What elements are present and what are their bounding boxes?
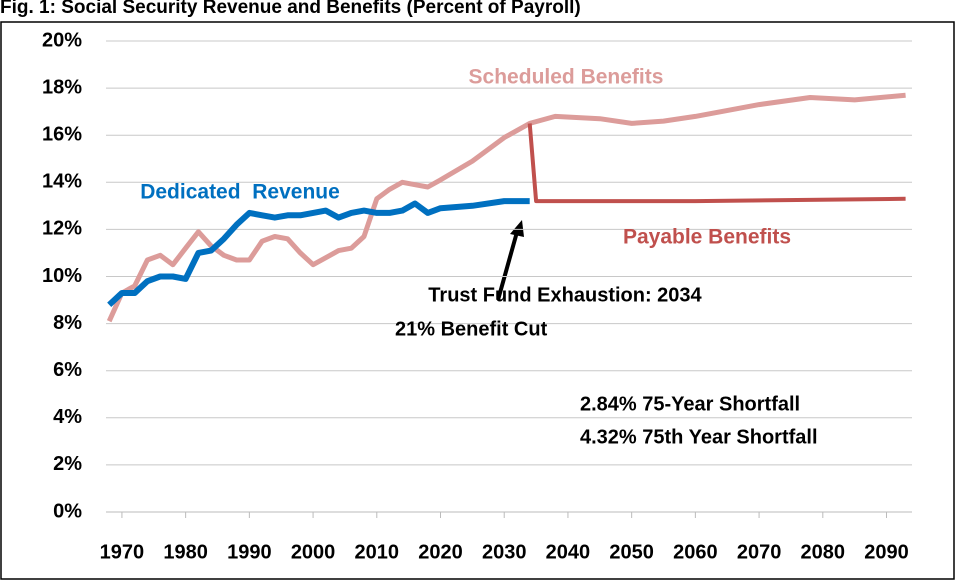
x-tick-label: 1990: [227, 541, 272, 563]
y-tick-label: 2%: [53, 453, 82, 475]
y-tick-label: 0%: [53, 500, 82, 522]
x-tick-label: 1970: [100, 541, 145, 563]
y-tick-label: 16%: [42, 123, 82, 145]
x-tick-label: 2020: [418, 541, 463, 563]
annotation: 21% Benefit Cut: [395, 318, 548, 340]
y-tick-label: 6%: [53, 359, 82, 381]
series-line: [527, 123, 906, 204]
annotation: 4.32% 75th Year Shortfall: [580, 426, 818, 448]
x-tick-label: 1980: [163, 541, 208, 563]
series-label: Payable Benefits: [623, 226, 791, 249]
y-tick-label: 8%: [53, 312, 82, 334]
chart-title: Fig. 1: Social Security Revenue and Bene…: [0, 0, 581, 18]
x-tick-label: 2090: [864, 541, 909, 563]
x-tick-label: 2040: [546, 541, 591, 563]
y-tick-label: 20%: [42, 29, 82, 51]
y-tick-label: 12%: [42, 218, 82, 240]
x-tick-label: 2050: [609, 541, 654, 563]
series-label: Dedicated Revenue: [140, 181, 340, 204]
annotation-arrow: [496, 231, 519, 301]
x-tick-label: 2070: [737, 541, 782, 563]
x-tick-label: 2000: [291, 541, 336, 563]
annotation: Trust Fund Exhaustion: 2034: [428, 284, 702, 306]
series-label: Scheduled Benefits: [469, 66, 664, 89]
y-tick-label: 10%: [42, 265, 82, 287]
series-line: [106, 92, 906, 323]
y-tick-label: 14%: [42, 171, 82, 193]
x-tick-label: 2010: [355, 541, 400, 563]
x-tick-label: 2060: [673, 541, 718, 563]
y-tick-label: 18%: [42, 76, 82, 98]
chart-border: [0, 21, 955, 580]
series-line: [107, 198, 530, 307]
x-tick-label: 2030: [482, 541, 527, 563]
x-tick-label: 2080: [801, 541, 846, 563]
arrow-head: [510, 220, 524, 237]
y-tick-label: 4%: [53, 406, 82, 428]
annotation: 2.84% 75-Year Shortfall: [580, 393, 800, 415]
